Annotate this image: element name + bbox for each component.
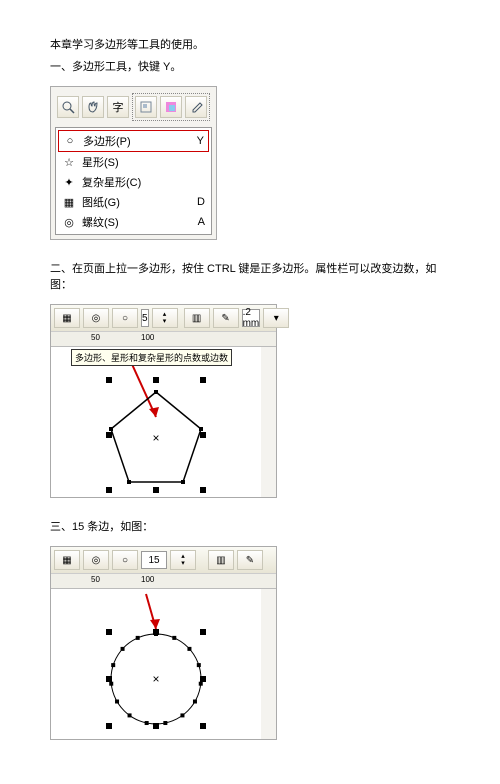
tool-palette-group bbox=[132, 93, 210, 121]
intro-text: 本章学习多边形等工具的使用。 bbox=[50, 36, 450, 52]
star-icon: ☆ bbox=[62, 156, 76, 169]
pb-misc-icon[interactable]: ▥ bbox=[208, 550, 234, 570]
menu-label: 螺纹(S) bbox=[82, 214, 184, 230]
tool-hand-icon[interactable] bbox=[82, 96, 104, 118]
tool-text-icon[interactable]: 字 bbox=[107, 96, 129, 118]
sel-handle[interactable] bbox=[153, 723, 159, 729]
section2-heading: 二、在页面上拉一多边形，按住 CTRL 键是正多边形。属性栏可以改变边数，如图： bbox=[50, 260, 450, 292]
sel-handle[interactable] bbox=[200, 723, 206, 729]
tool-palette-2-icon[interactable] bbox=[160, 96, 182, 118]
ruler-mark: 50 bbox=[91, 575, 100, 584]
menu-key: Y bbox=[197, 135, 204, 147]
menu-label: 星形(S) bbox=[82, 154, 191, 170]
spiral-icon: ◎ bbox=[62, 216, 76, 229]
pb-polygon-icon[interactable]: ○ bbox=[112, 550, 138, 570]
dropdown-icon[interactable]: ▾ bbox=[263, 308, 289, 328]
menu-item-star[interactable]: ☆ 星形(S) bbox=[58, 152, 209, 172]
sides-tooltip: 多边形、星形和复杂星形的点数或边数 bbox=[71, 349, 232, 366]
section1-heading: 一、多边形工具，快键 Y。 bbox=[50, 58, 450, 74]
fig1-top-toolbar: 字 bbox=[55, 91, 212, 123]
sel-handle[interactable] bbox=[106, 432, 112, 438]
menu-item-polygon[interactable]: ○ 多边形(P) Y bbox=[58, 130, 209, 152]
menu-key: D bbox=[197, 196, 205, 208]
sel-handle[interactable] bbox=[200, 377, 206, 383]
sel-handle[interactable] bbox=[106, 377, 112, 383]
menu-item-complex-star[interactable]: ✦ 复杂星形(C) bbox=[58, 172, 209, 192]
property-bar-3: ▦ ◎ ○ 15 ▴▾ ▥ ✎ bbox=[51, 547, 276, 574]
canvas-pentagon: 多边形、星形和复杂星形的点数或边数 × bbox=[51, 347, 261, 497]
pb-misc-icon[interactable]: ▥ bbox=[184, 308, 210, 328]
tool-palette-1-icon[interactable] bbox=[135, 96, 157, 118]
sel-handle[interactable] bbox=[106, 723, 112, 729]
sel-handle[interactable] bbox=[106, 676, 112, 682]
sel-handle[interactable] bbox=[106, 487, 112, 493]
svg-text:×: × bbox=[152, 672, 159, 686]
sel-handle[interactable] bbox=[153, 377, 159, 383]
polygon-icon: ○ bbox=[63, 135, 77, 147]
ruler-horizontal: 50 100 bbox=[51, 574, 276, 589]
sides-input[interactable]: 5 bbox=[141, 309, 149, 327]
sel-handle[interactable] bbox=[200, 676, 206, 682]
pb-graph-icon[interactable]: ▦ bbox=[54, 550, 80, 570]
tool-zoom-icon[interactable] bbox=[57, 96, 79, 118]
complex-star-icon: ✦ bbox=[62, 176, 76, 189]
section3-heading: 三、15 条边，如图： bbox=[50, 518, 450, 534]
ruler-mark: 50 bbox=[91, 333, 100, 342]
sel-handle[interactable] bbox=[153, 487, 159, 493]
sel-handle[interactable] bbox=[200, 629, 206, 635]
pb-polygon-icon[interactable]: ○ bbox=[112, 308, 138, 328]
menu-item-spiral[interactable]: ◎ 螺纹(S) A bbox=[58, 212, 209, 232]
property-bar-2: ▦ ◎ ○ 5 ▴▾ ▥ ✎ .2 mm ▾ bbox=[51, 305, 276, 332]
spinner-icon[interactable]: ▴▾ bbox=[152, 308, 178, 328]
figure-pentagon: ▦ ◎ ○ 5 ▴▾ ▥ ✎ .2 mm ▾ 50 100 多边形、星形和复杂星… bbox=[50, 304, 277, 498]
sel-handle[interactable] bbox=[200, 432, 206, 438]
menu-key: A bbox=[198, 216, 205, 228]
pen-icon[interactable]: ✎ bbox=[237, 550, 263, 570]
sel-handle[interactable] bbox=[153, 629, 159, 635]
figure-15gon: ▦ ◎ ○ 15 ▴▾ ▥ ✎ 50 100 × bbox=[50, 546, 277, 740]
sides-input[interactable]: 15 bbox=[141, 551, 167, 569]
menu-item-graph-paper[interactable]: ▦ 图纸(G) D bbox=[58, 192, 209, 212]
menu-label: 图纸(G) bbox=[82, 194, 183, 210]
sel-handle[interactable] bbox=[200, 487, 206, 493]
ruler-mark: 100 bbox=[141, 333, 154, 342]
ruler-horizontal: 50 100 bbox=[51, 332, 276, 347]
graph-paper-icon: ▦ bbox=[62, 196, 76, 209]
figure-toolbar-menu: 字 ○ 多边形(P) Y ☆ 星形(S) ✦ 复杂星形(C) bbox=[50, 86, 217, 240]
outline-width-input[interactable]: .2 mm bbox=[242, 309, 261, 327]
pb-graph-icon[interactable]: ▦ bbox=[54, 308, 80, 328]
pb-spiral-icon[interactable]: ◎ bbox=[83, 308, 109, 328]
shape-flyout-menu: ○ 多边形(P) Y ☆ 星形(S) ✦ 复杂星形(C) ▦ 图纸(G) D ◎… bbox=[55, 127, 212, 235]
svg-text:×: × bbox=[152, 431, 159, 445]
tool-eyedrop-icon[interactable] bbox=[185, 96, 207, 118]
ruler-mark: 100 bbox=[141, 575, 154, 584]
pen-icon[interactable]: ✎ bbox=[213, 308, 239, 328]
spinner-icon[interactable]: ▴▾ bbox=[170, 550, 196, 570]
pb-spiral-icon[interactable]: ◎ bbox=[83, 550, 109, 570]
sel-handle[interactable] bbox=[106, 629, 112, 635]
poly15-svg: × bbox=[51, 589, 261, 739]
menu-label: 多边形(P) bbox=[83, 133, 183, 149]
canvas-15gon: × bbox=[51, 589, 261, 739]
pentagon-svg: × bbox=[51, 347, 261, 497]
menu-label: 复杂星形(C) bbox=[82, 174, 191, 190]
